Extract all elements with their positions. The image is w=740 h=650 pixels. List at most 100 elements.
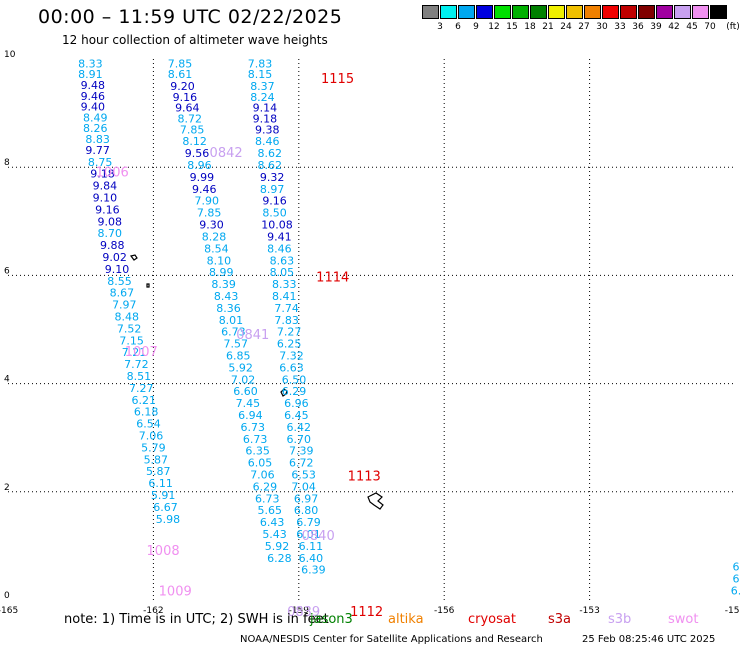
wave-height-label: 6.39 [301, 564, 326, 577]
footer-timestamp: 25 Feb 08:25:46 UTC 2025 [582, 634, 716, 645]
wave-height-label: 9.84 [93, 180, 118, 193]
wave-height-label: 9.99 [190, 171, 215, 184]
wave-height-label: 7.39 [289, 445, 314, 458]
satellite-legend-item: jason3 [310, 612, 353, 627]
wave-height-label: 9.38 [255, 123, 280, 136]
wave-height-label: 10.08 [261, 219, 293, 232]
wave-height-label: 9.16 [173, 91, 198, 104]
wave-height-label: 6.21 [131, 394, 156, 407]
wave-height-label: 5.98 [156, 513, 181, 526]
wave-height-label: 7.57 [224, 338, 249, 351]
legend-swatch [494, 5, 511, 19]
wave-height-label: 7.06 [139, 430, 164, 443]
wave-height-label: 6.54 [136, 418, 161, 431]
satellite-legend-item: s3a [548, 612, 572, 627]
wave-height-label: 6.53 [291, 468, 316, 481]
wave-height-label: 6. [731, 584, 740, 597]
wave-height-label: 7.90 [194, 195, 219, 208]
legend-swatch [458, 5, 475, 19]
wave-height-label: 7.15 [119, 334, 144, 347]
wave-height-label: 6.35 [245, 445, 270, 458]
pass-time-label: 0842 [210, 146, 243, 161]
island-outlines [129, 254, 384, 510]
wave-height-label: 6.40 [299, 552, 324, 565]
wave-height-label: 9.18 [90, 168, 115, 181]
map-subtitle: 12 hour collection of altimeter wave hei… [62, 33, 328, 47]
wave-height-label: 9.88 [100, 239, 125, 252]
wave-height-label: 5.87 [146, 465, 171, 478]
wave-height-label: 9.32 [260, 171, 285, 184]
legend-tick-label: 3 [437, 22, 443, 32]
pass-time-label: 1112 [350, 605, 383, 620]
legend-tick-label: 15 [506, 22, 518, 32]
wave-height-label: 8.33 [78, 57, 103, 70]
legend-unit: (ft) [726, 22, 740, 32]
wave-height-label: 5.87 [144, 453, 169, 466]
x-tick-label: -159 [289, 606, 310, 616]
island-outline [367, 492, 384, 510]
satellite-legend-item: cryosat [468, 612, 516, 627]
wave-height-label: 7.52 [117, 322, 142, 335]
wave-height-label: 6.67 [153, 501, 178, 514]
x-tick-label: -150 [725, 606, 740, 616]
wave-height-label: 6.73 [243, 433, 268, 446]
satellite-legend-item: s3b [608, 612, 632, 627]
axis-tick-labels: -165 -162 -159 -156 -153 -150 10 8 6 4 2 0 [0, 50, 740, 616]
legend-tick-label: 70 [704, 22, 716, 32]
wave-height-label: 8.67 [110, 287, 135, 300]
wave-height-label: 8.36 [216, 302, 241, 315]
pass-time-label: 0840 [302, 529, 335, 544]
pass-time-labels: 1115 0842 1006 1114 1007 0841 1113 0840 1008 1009… [96, 72, 384, 620]
wave-height-label: 6.01 [296, 528, 321, 541]
wave-height-label: 8.33 [272, 278, 297, 291]
wave-height-label: 6.11 [148, 477, 173, 490]
wave-height-label: 9.56 [185, 147, 210, 160]
wave-height-label: 9.16 [95, 203, 120, 216]
wave-height-label: 8.01 [219, 314, 244, 327]
wave-height-label: 6.25 [277, 338, 302, 351]
wave-height-label: 8.37 [250, 80, 275, 93]
wave-height-label: 6.05 [248, 457, 273, 470]
wave-height-label: 8.97 [260, 183, 285, 196]
wave-height-label: 8.55 [107, 275, 132, 288]
wave-height-label: 9.46 [192, 183, 217, 196]
wave-height-label: 9.48 [81, 79, 106, 92]
wave-height-label: 9.20 [170, 80, 195, 93]
legend-tick-label: 42 [668, 22, 680, 32]
wave-height-label: 7.74 [274, 302, 299, 315]
island-outline [146, 283, 150, 288]
wave-height-label: 9.41 [267, 230, 292, 243]
island-outline [280, 388, 288, 397]
wave-height-label: 5.92 [265, 540, 290, 553]
pass-time-label: 1008 [147, 544, 180, 559]
legend-tick-label: 36 [632, 22, 644, 32]
wave-height-label: 6 [732, 560, 739, 573]
wave-height-label: 9.77 [85, 144, 110, 157]
wave-height-label: 7.27 [277, 326, 302, 339]
pass-time-label: 1009 [159, 584, 192, 599]
map-title: 00:00 – 11:59 UTC 02/22/2025 [38, 6, 343, 28]
legend-swatch [620, 5, 637, 19]
legend-swatch [530, 5, 547, 19]
x-tick-label: -153 [579, 606, 599, 616]
wave-height-label: 7.83 [274, 314, 299, 327]
wave-height-label: 9.02 [102, 251, 127, 264]
satellite-tracks: 8.338.919.489.469.408.498.268.839.778.75… [78, 57, 740, 597]
wave-height-label: 6.29 [253, 480, 278, 493]
legend-swatch [548, 5, 565, 19]
wave-height-label: 9.40 [81, 101, 106, 114]
x-tick-label: -165 [0, 606, 18, 616]
wave-height-label: 6.60 [233, 385, 258, 398]
wave-height-label: 8.26 [83, 122, 108, 135]
wave-height-label: 8.51 [127, 370, 152, 383]
wave-height-label: 8.96 [187, 159, 212, 172]
wave-height-label: 7.02 [231, 373, 256, 386]
wave-height-label: 8.70 [98, 227, 123, 240]
wave-height-label: 8.43 [214, 290, 239, 303]
wave-height-label: 6.11 [299, 540, 324, 553]
wave-height-label: 7.21 [122, 346, 147, 359]
wave-height-label: 9.10 [105, 263, 130, 276]
legend-swatch [674, 5, 691, 19]
satellite-legend-item: swot [668, 612, 699, 627]
legend-tick-label: 6 [455, 22, 461, 32]
